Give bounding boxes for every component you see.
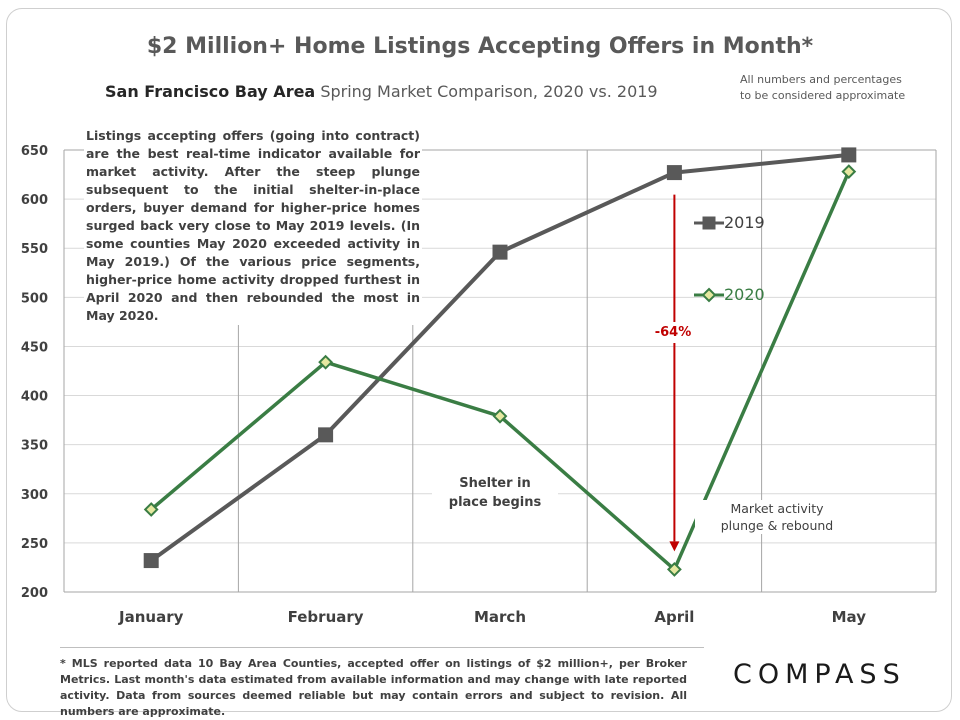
legend-2020-marker (694, 287, 724, 302)
y-tick-label-650: 650 (21, 144, 48, 159)
market-line1: Market activity (730, 501, 824, 516)
market-line2: plunge & rebound (720, 518, 834, 533)
point-2019-April (666, 165, 682, 181)
y-tick-label-200: 200 (21, 586, 48, 601)
y-tick-label-250: 250 (21, 537, 48, 552)
y-tick-label-550: 550 (21, 242, 48, 257)
legend-2019: 2019 (694, 213, 765, 232)
axis-ticks: 200 250 300 350 400 450 500 550 600 650 January Feb… (21, 144, 866, 626)
chart-subtitle: San Francisco Bay Area Spring Market Com… (105, 82, 658, 101)
approx-note-line1: All numbers and percentages (740, 73, 902, 86)
x-tick-label-March: March (474, 608, 526, 626)
y-tick-label-350: 350 (21, 439, 48, 454)
point-2019-February (318, 427, 334, 443)
subtitle-region: San Francisco Bay Area (105, 82, 316, 101)
decline-arrow-head (669, 541, 680, 552)
legend-2019-marker (694, 216, 724, 229)
shelter-annotation: Shelter in place begins (432, 474, 558, 512)
chart-title: $2 Million+ Home Listings Accepting Offe… (146, 34, 814, 59)
market-annotation: Market activity plunge & rebound (695, 500, 859, 534)
x-tick-label-April: April (654, 608, 694, 626)
shelter-line1: Shelter in (459, 476, 531, 491)
point-2020-April (666, 561, 682, 577)
x-tick-label-January: January (118, 608, 184, 626)
point-2020-February (318, 354, 334, 370)
point-2019-March (492, 244, 508, 260)
y-tick-label-500: 500 (21, 291, 48, 306)
description-note: Listings accepting offers (going into co… (84, 127, 422, 325)
x-tick-label-May: May (832, 608, 867, 626)
approx-note: All numbers and percentages to be consid… (740, 72, 930, 104)
footnote: * MLS reported data 10 Bay Area Counties… (60, 657, 687, 718)
point-2019-May (841, 147, 857, 163)
subtitle-rest: Spring Market Comparison, 2020 vs. 2019 (320, 82, 658, 101)
legend-2019-label: 2019 (724, 213, 765, 232)
y-tick-label-600: 600 (21, 193, 48, 208)
x-tick-label-February: February (288, 608, 364, 626)
chart-frame (6, 8, 952, 712)
arrow-annotation (669, 194, 680, 552)
point-2019-January (143, 553, 159, 569)
percent-change-label: -64% (646, 322, 700, 343)
point-2020-January (143, 502, 159, 517)
y-tick-label-300: 300 (21, 488, 48, 503)
footer-divider (60, 647, 704, 648)
legend-2020: 2020 (694, 285, 765, 304)
y-tick-label-450: 450 (21, 340, 48, 355)
point-2020-May (841, 164, 857, 180)
approx-note-line2: to be considered approximate (740, 89, 906, 102)
point-2020-March (492, 408, 508, 424)
y-tick-label-400: 400 (21, 390, 48, 405)
legend-2020-label: 2020 (724, 285, 765, 304)
shelter-line2: place begins (448, 495, 542, 510)
series-lines (143, 147, 857, 577)
compass-logo: COMPASS (733, 659, 906, 690)
